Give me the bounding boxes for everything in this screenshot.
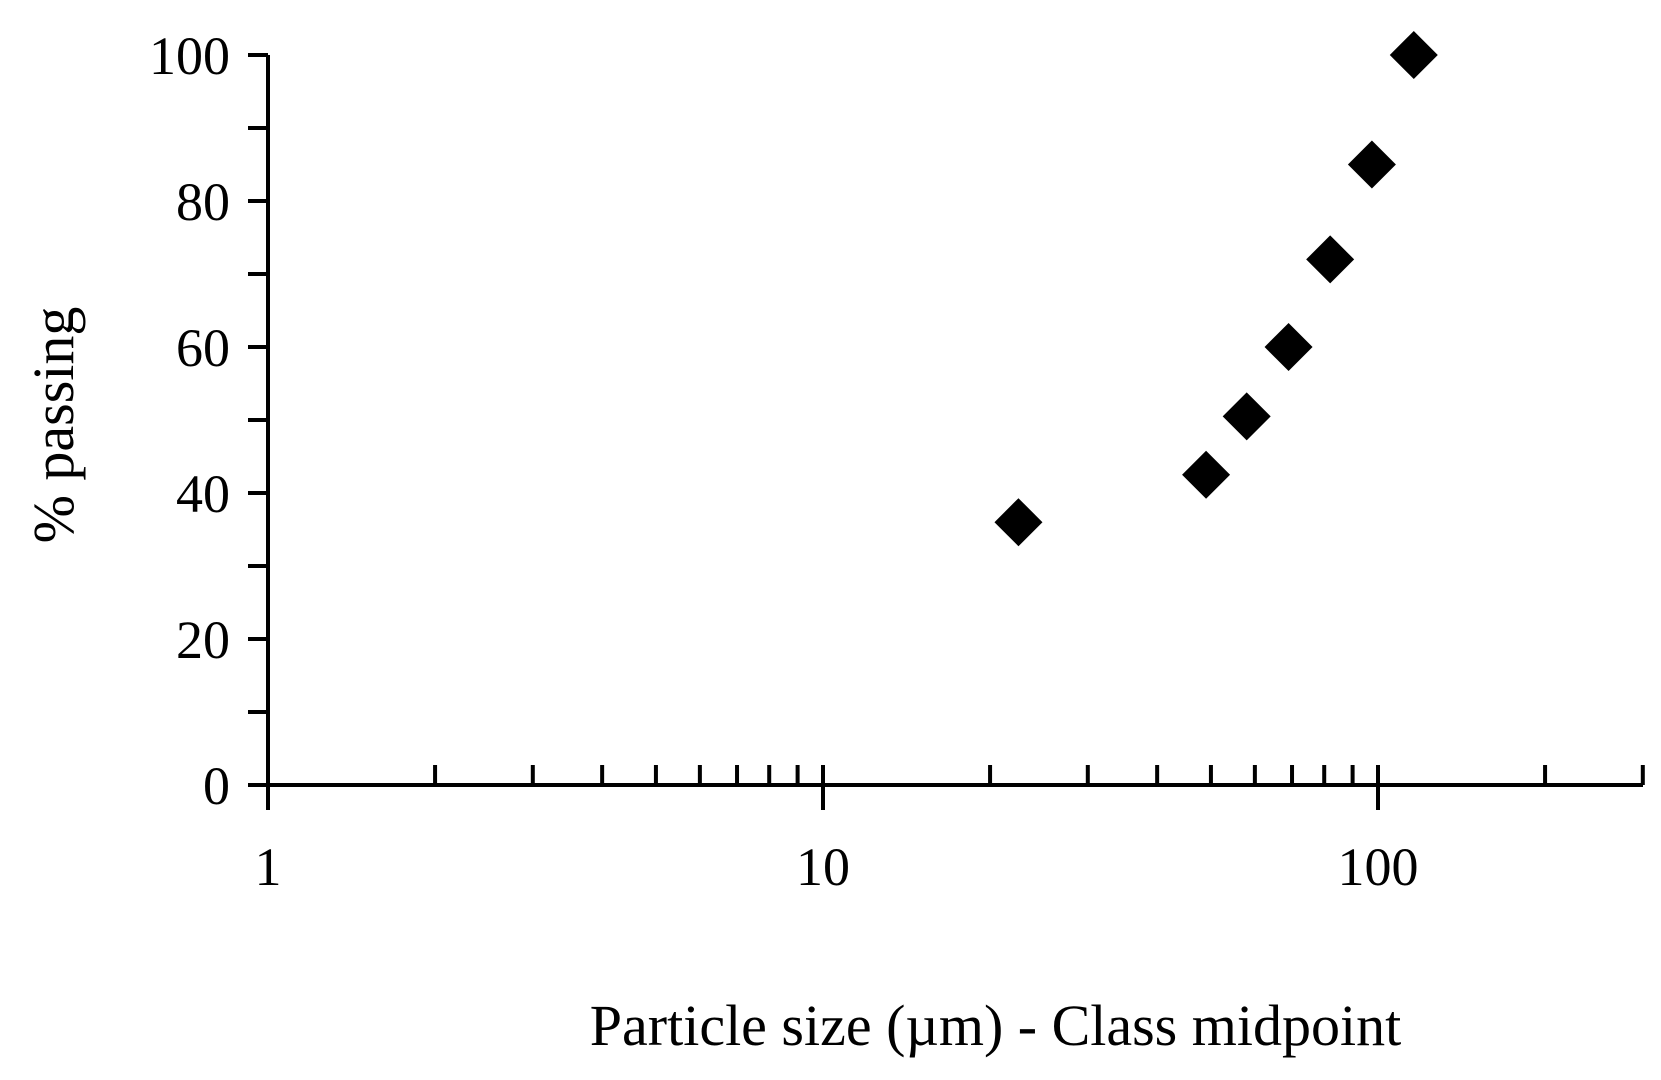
y-tick-label: 20 [176, 610, 230, 670]
y-tick-label: 80 [176, 172, 230, 232]
data-point-marker [1347, 140, 1396, 189]
y-axis-title: % passing [21, 307, 86, 544]
x-axis-title: Particle size (µm) - Class midpoint [590, 993, 1401, 1058]
y-tick-label: 60 [176, 318, 230, 378]
x-tick-label: 100 [1338, 837, 1419, 897]
data-point-marker [994, 498, 1043, 547]
data-point-marker [1222, 392, 1271, 441]
y-tick-label: 0 [203, 756, 230, 816]
data-points [994, 31, 1438, 547]
data-point-marker [1306, 235, 1355, 284]
x-tick-label: 10 [796, 837, 850, 897]
data-point-marker [1182, 450, 1231, 499]
x-tick-label: 1 [255, 837, 282, 897]
y-axis: 0 20 40 60 80 100 [149, 26, 270, 816]
data-point-marker [1264, 323, 1313, 371]
y-tick-label: 100 [149, 26, 230, 86]
data-point-marker [1389, 31, 1438, 79]
y-tick-label: 40 [176, 464, 230, 524]
x-axis: 1 10 100 [255, 765, 1645, 897]
